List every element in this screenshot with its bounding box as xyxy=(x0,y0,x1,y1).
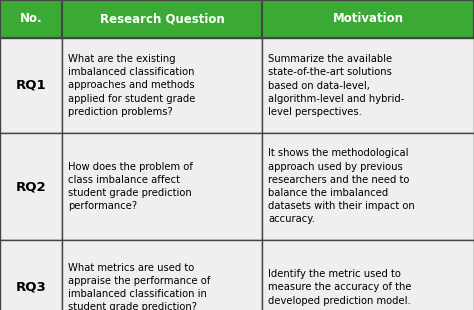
Bar xyxy=(262,0,474,38)
Bar xyxy=(0,0,62,38)
Text: Motivation: Motivation xyxy=(332,12,403,25)
Text: It shows the methodological
approach used by previous
researchers and the need t: It shows the methodological approach use… xyxy=(268,148,415,224)
Text: What are the existing
imbalanced classification
approaches and methods
applied f: What are the existing imbalanced classif… xyxy=(68,54,195,117)
Text: No.: No. xyxy=(20,12,42,25)
Text: What metrics are used to
appraise the performance of
imbalanced classification i: What metrics are used to appraise the pe… xyxy=(68,263,210,310)
Text: Summarize the available
state-of-the-art solutions
based on data-level,
algorith: Summarize the available state-of-the-art… xyxy=(268,54,404,117)
Text: RQ3: RQ3 xyxy=(16,281,46,294)
Text: RQ2: RQ2 xyxy=(16,180,46,193)
Bar xyxy=(262,38,474,133)
Bar xyxy=(0,133,62,240)
Text: Identify the metric used to
measure the accuracy of the
developed prediction mod: Identify the metric used to measure the … xyxy=(268,269,411,306)
Bar xyxy=(62,133,262,240)
Bar xyxy=(262,240,474,310)
Bar xyxy=(62,38,262,133)
Text: How does the problem of
class imbalance affect
student grade prediction
performa: How does the problem of class imbalance … xyxy=(68,162,193,211)
Bar xyxy=(62,240,262,310)
Bar xyxy=(62,0,262,38)
Text: RQ1: RQ1 xyxy=(16,79,46,92)
Bar xyxy=(0,240,62,310)
Bar xyxy=(0,38,62,133)
Text: Research Question: Research Question xyxy=(100,12,224,25)
Bar xyxy=(262,133,474,240)
